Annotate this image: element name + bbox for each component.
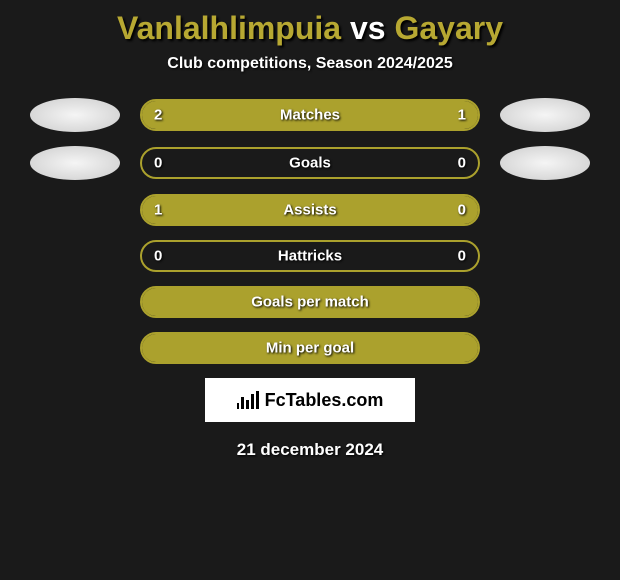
stat-label: Assists (283, 202, 336, 219)
stats-area: 2 Matches 1 0 Goals 0 1 Assists 0 0 Hattricks 0 Goal… (0, 98, 620, 364)
stat-bar: Goals per match (140, 286, 480, 318)
player1-name: Vanlalhlimpuia (117, 10, 341, 46)
player1-avatar (30, 98, 120, 132)
stat-val-left: 1 (154, 202, 162, 219)
stat-row: 2 Matches 1 (0, 98, 620, 132)
player2-avatar (500, 98, 590, 132)
stat-val-left: 0 (154, 248, 162, 265)
stat-label: Goals per match (251, 294, 369, 311)
stat-row: 0 Hattricks 0 (0, 240, 620, 272)
player2-avatar (500, 146, 590, 180)
chart-icon (237, 391, 259, 409)
stat-row: 0 Goals 0 (0, 146, 620, 180)
stat-val-right: 0 (458, 248, 466, 265)
stat-label: Hattricks (278, 248, 342, 265)
vs-text: vs (350, 10, 386, 46)
brand-badge: FcTables.com (205, 378, 415, 422)
stat-row: 1 Assists 0 (0, 194, 620, 226)
stat-val-left: 0 (154, 155, 162, 172)
subtitle: Club competitions, Season 2024/2025 (0, 55, 620, 73)
stat-bar: 0 Hattricks 0 (140, 240, 480, 272)
stat-bar: 1 Assists 0 (140, 194, 480, 226)
stat-val-left: 2 (154, 107, 162, 124)
stat-row: Goals per match (0, 286, 620, 318)
stat-val-right: 0 (458, 155, 466, 172)
player2-name: Gayary (394, 10, 503, 46)
brand-text: FcTables.com (265, 390, 384, 411)
stat-row: Min per goal (0, 332, 620, 364)
stat-fill-right (411, 196, 478, 224)
stat-fill-left (142, 196, 411, 224)
stat-label: Goals (289, 155, 331, 172)
stat-label: Min per goal (266, 340, 354, 357)
stat-val-right: 0 (458, 202, 466, 219)
stat-val-right: 1 (458, 107, 466, 124)
stat-label: Matches (280, 107, 340, 124)
stat-bar: Min per goal (140, 332, 480, 364)
player1-avatar (30, 146, 120, 180)
stat-bar: 2 Matches 1 (140, 99, 480, 131)
comparison-title: Vanlalhlimpuia vs Gayary (0, 10, 620, 47)
stat-bar: 0 Goals 0 (140, 147, 480, 179)
date-text: 21 december 2024 (0, 440, 620, 460)
